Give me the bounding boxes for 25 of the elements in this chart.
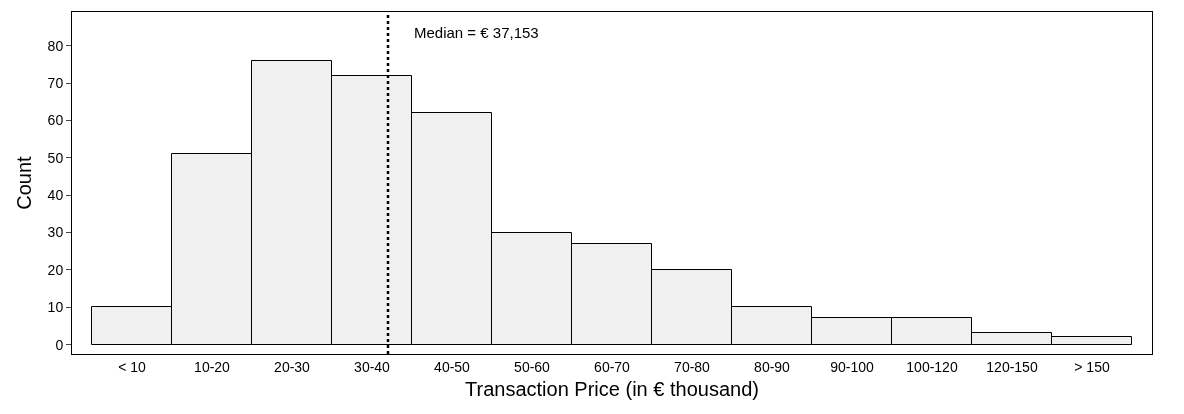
x-tick-label: 60-70 <box>594 358 631 375</box>
y-tick-label: 80 <box>47 37 64 54</box>
x-tick-label: 70-80 <box>674 358 711 375</box>
y-tick-label: 70 <box>47 74 64 91</box>
x-tick-label: 20-30 <box>274 358 311 375</box>
y-tick-label: 10 <box>47 299 64 316</box>
x-tick-label: 90-100 <box>830 358 875 375</box>
y-axis-title: Count <box>13 155 36 210</box>
y-tick-label: 40 <box>47 187 64 204</box>
y-tick-label: 20 <box>47 261 64 278</box>
x-tick-label: < 10 <box>118 358 147 375</box>
x-tick-label: 80-90 <box>754 358 791 375</box>
x-tick-label: 30-40 <box>354 358 391 375</box>
annotation: Median = € 37,153 <box>414 24 539 41</box>
y-tick-label: 30 <box>47 224 64 241</box>
y-tick-label: 50 <box>47 149 64 166</box>
x-tick-label: 100-120 <box>906 358 958 375</box>
x-tick-label: 40-50 <box>434 358 471 375</box>
x-tick-label: 50-60 <box>514 358 551 375</box>
y-tick-label: 0 <box>55 336 64 353</box>
x-tick-label: 120-150 <box>986 358 1038 375</box>
y-tick-label: 60 <box>47 112 64 129</box>
x-tick-label: > 150 <box>1074 358 1110 375</box>
x-tick-label: 10-20 <box>194 358 231 375</box>
x-axis-title: Transaction Price (in € thousand) <box>465 378 759 401</box>
